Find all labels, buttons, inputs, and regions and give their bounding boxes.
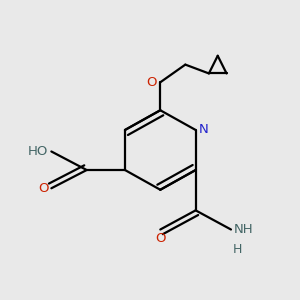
Text: O: O — [146, 76, 157, 89]
Text: N: N — [199, 124, 209, 136]
Text: O: O — [155, 232, 166, 245]
Text: NH: NH — [234, 223, 254, 236]
Text: O: O — [38, 182, 48, 195]
Text: HO: HO — [28, 145, 48, 158]
Text: H: H — [233, 243, 242, 256]
